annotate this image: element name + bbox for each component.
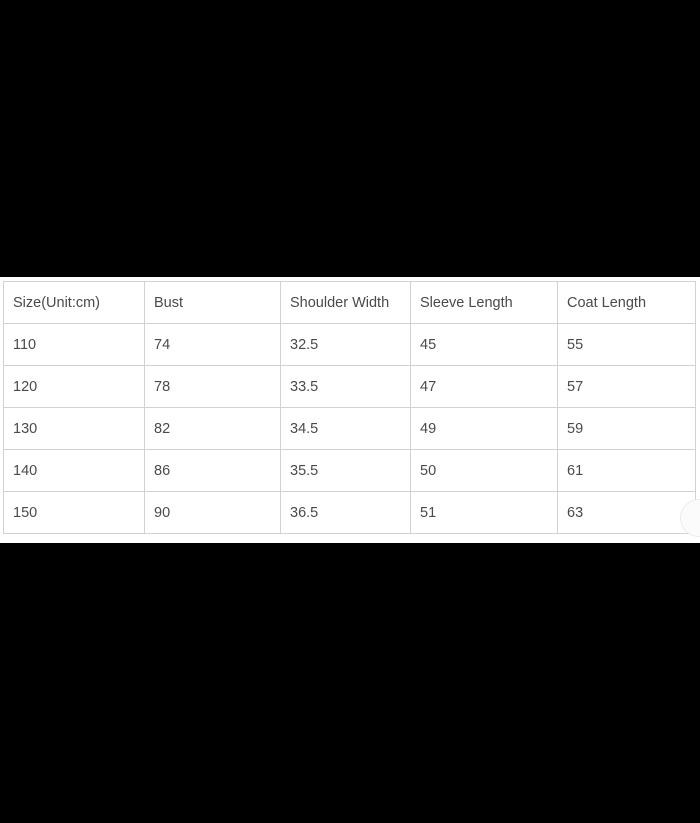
- cell-shoulder-width: 32.5: [280, 323, 411, 366]
- column-header-size: Size(Unit:cm): [3, 281, 145, 324]
- cell-size: 110: [3, 323, 145, 366]
- header-row: Size(Unit:cm) Bust Shoulder Width Sleeve…: [3, 281, 696, 324]
- cell-coat-length: 57: [557, 365, 696, 408]
- cell-bust: 86: [144, 449, 281, 492]
- cell-shoulder-width: 33.5: [280, 365, 411, 408]
- column-header-shoulder-width: Shoulder Width: [280, 281, 411, 324]
- cell-sleeve-length: 47: [410, 365, 558, 408]
- cell-size: 120: [3, 365, 145, 408]
- cell-sleeve-length: 50: [410, 449, 558, 492]
- table-row: 140 86 35.5 50 61: [3, 449, 696, 492]
- cell-shoulder-width: 35.5: [280, 449, 411, 492]
- cell-sleeve-length: 51: [410, 491, 558, 534]
- cell-bust: 78: [144, 365, 281, 408]
- cell-size: 130: [3, 407, 145, 450]
- size-chart-table: Size(Unit:cm) Bust Shoulder Width Sleeve…: [3, 281, 696, 534]
- table-row: 150 90 36.5 51 63: [3, 491, 696, 534]
- column-header-sleeve-length: Sleeve Length: [410, 281, 558, 324]
- table-row: 110 74 32.5 45 55: [3, 323, 696, 366]
- cell-sleeve-length: 49: [410, 407, 558, 450]
- column-header-bust: Bust: [144, 281, 281, 324]
- cell-bust: 82: [144, 407, 281, 450]
- cell-bust: 90: [144, 491, 281, 534]
- cell-coat-length: 63: [557, 491, 696, 534]
- cell-coat-length: 61: [557, 449, 696, 492]
- column-header-coat-length: Coat Length: [557, 281, 696, 324]
- cell-size: 140: [3, 449, 145, 492]
- cell-coat-length: 59: [557, 407, 696, 450]
- cell-shoulder-width: 36.5: [280, 491, 411, 534]
- table-row: 130 82 34.5 49 59: [3, 407, 696, 450]
- cell-coat-length: 55: [557, 323, 696, 366]
- size-chart-panel: Size(Unit:cm) Bust Shoulder Width Sleeve…: [0, 277, 700, 543]
- table-row: 120 78 33.5 47 57: [3, 365, 696, 408]
- cell-shoulder-width: 34.5: [280, 407, 411, 450]
- cell-sleeve-length: 45: [410, 323, 558, 366]
- cell-size: 150: [3, 491, 145, 534]
- cell-bust: 74: [144, 323, 281, 366]
